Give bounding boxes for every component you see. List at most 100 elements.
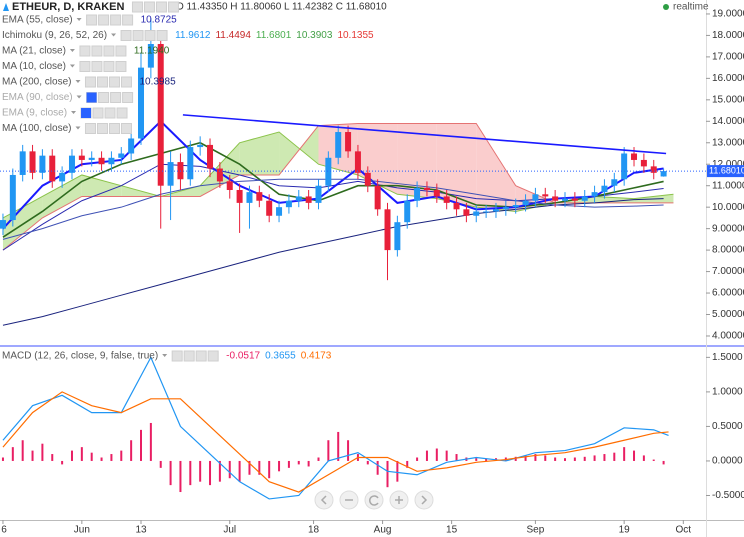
legend-icon[interactable]: [120, 76, 132, 88]
legend-reading: 10.3985: [139, 77, 176, 88]
legend-icon[interactable]: [171, 350, 183, 362]
candle-body: [39, 155, 46, 173]
candle-body: [256, 192, 263, 201]
legend-icon[interactable]: [122, 92, 134, 103]
legend-icon[interactable]: [98, 92, 110, 103]
legend-icon[interactable]: [104, 107, 116, 119]
legend-icon[interactable]: [84, 123, 96, 134]
candle-body: [591, 192, 598, 197]
x-tick-label: Jun: [74, 525, 90, 536]
candle-body: [345, 132, 352, 152]
candle-body: [394, 222, 401, 251]
legend-reading: 10.3903: [296, 30, 333, 41]
candle-body: [216, 168, 223, 182]
legend-icon[interactable]: [116, 107, 128, 119]
x-tick-label: 13: [135, 525, 147, 536]
legend-icon[interactable]: [86, 14, 98, 26]
candle-body: [325, 157, 332, 186]
candle-body: [167, 162, 174, 186]
legend-icon[interactable]: [110, 92, 122, 103]
candle-body: [611, 179, 618, 186]
legend-icon[interactable]: [103, 61, 115, 72]
legend-icon[interactable]: [98, 14, 110, 26]
legend-reading: 10.1355: [337, 30, 374, 41]
legend-icon[interactable]: [195, 350, 207, 362]
legend-icon[interactable]: [103, 45, 115, 57]
legend-icon[interactable]: [108, 123, 120, 134]
legend-icon[interactable]: [132, 30, 144, 41]
legend: ETHEUR, D, KRAKEN O 11.43350 H 11.80060 …: [2, 1, 709, 362]
legend-icon[interactable]: [96, 123, 108, 134]
legend-icon[interactable]: [115, 45, 127, 57]
cloud-fill: [476, 123, 516, 212]
zoom-in-button[interactable]: [389, 490, 409, 510]
legend-name: EMA (9, close): [2, 108, 67, 119]
legend-icon[interactable]: [91, 45, 103, 57]
x-tick-label: Oct: [676, 525, 692, 536]
candle-body: [59, 172, 66, 182]
candle-body: [315, 185, 322, 203]
candle-body: [226, 181, 233, 190]
legend-icon[interactable]: [115, 61, 127, 72]
legend-icon[interactable]: [96, 76, 108, 88]
zoom-controls: [314, 490, 434, 510]
legend-icon[interactable]: [207, 350, 219, 362]
legend-icon[interactable]: [84, 76, 96, 88]
legend-dropdown: [162, 354, 168, 357]
legend-name: EMA (55, close): [2, 15, 73, 26]
candle-body: [552, 196, 559, 201]
legend-icon[interactable]: [156, 30, 168, 41]
legend-name: MA (21, close): [2, 46, 66, 57]
candle-body: [621, 153, 628, 180]
legend-icon[interactable]: [144, 30, 156, 41]
y-tick-label: 0.0000: [712, 456, 743, 467]
candle-body: [207, 144, 214, 169]
legend-icon[interactable]: [110, 14, 122, 26]
indicator-line: [2, 198, 664, 326]
legend-icon[interactable]: [183, 350, 195, 362]
scroll-right-button[interactable]: [414, 490, 434, 510]
scroll-left-button[interactable]: [314, 490, 334, 510]
candle-body: [147, 44, 154, 68]
x-tick-label: 19: [619, 525, 631, 536]
candle-body: [542, 194, 549, 197]
toolbar-icon[interactable]: [167, 1, 179, 13]
toolbar-icon[interactable]: [155, 1, 167, 13]
candle-body: [404, 200, 411, 223]
x-tick-label: Sep: [527, 525, 545, 536]
legend-name: EMA (90, close): [2, 92, 73, 103]
legend-dropdown: [71, 111, 77, 114]
legend-icon[interactable]: [122, 14, 134, 26]
candle-body: [157, 44, 164, 186]
candle-body: [364, 172, 371, 186]
legend-icon[interactable]: [79, 61, 91, 72]
candle-body: [423, 187, 430, 190]
toolbar-icon[interactable]: [131, 1, 143, 13]
legend-icon[interactable]: [108, 76, 120, 88]
macd-line: [2, 391, 669, 493]
candle-body: [384, 209, 391, 251]
legend-icon[interactable]: [120, 123, 132, 134]
toolbar-icon[interactable]: [143, 1, 155, 13]
legend-icon[interactable]: [92, 107, 104, 119]
x-tick-label: 6: [1, 525, 7, 536]
reset-button[interactable]: [364, 490, 384, 510]
legend-icon[interactable]: [79, 45, 91, 57]
candle-body: [463, 209, 470, 216]
candle-body: [414, 187, 421, 201]
candle-body: [660, 171, 667, 177]
legend-icon[interactable]: [120, 30, 132, 41]
candle-body: [483, 211, 490, 213]
last-price-label: 11.68010: [709, 165, 744, 175]
candle-body: [9, 174, 16, 221]
hidden-indicator-icon: [81, 108, 92, 118]
legend-icon[interactable]: [91, 61, 103, 72]
zoom-out-button[interactable]: [339, 490, 359, 510]
